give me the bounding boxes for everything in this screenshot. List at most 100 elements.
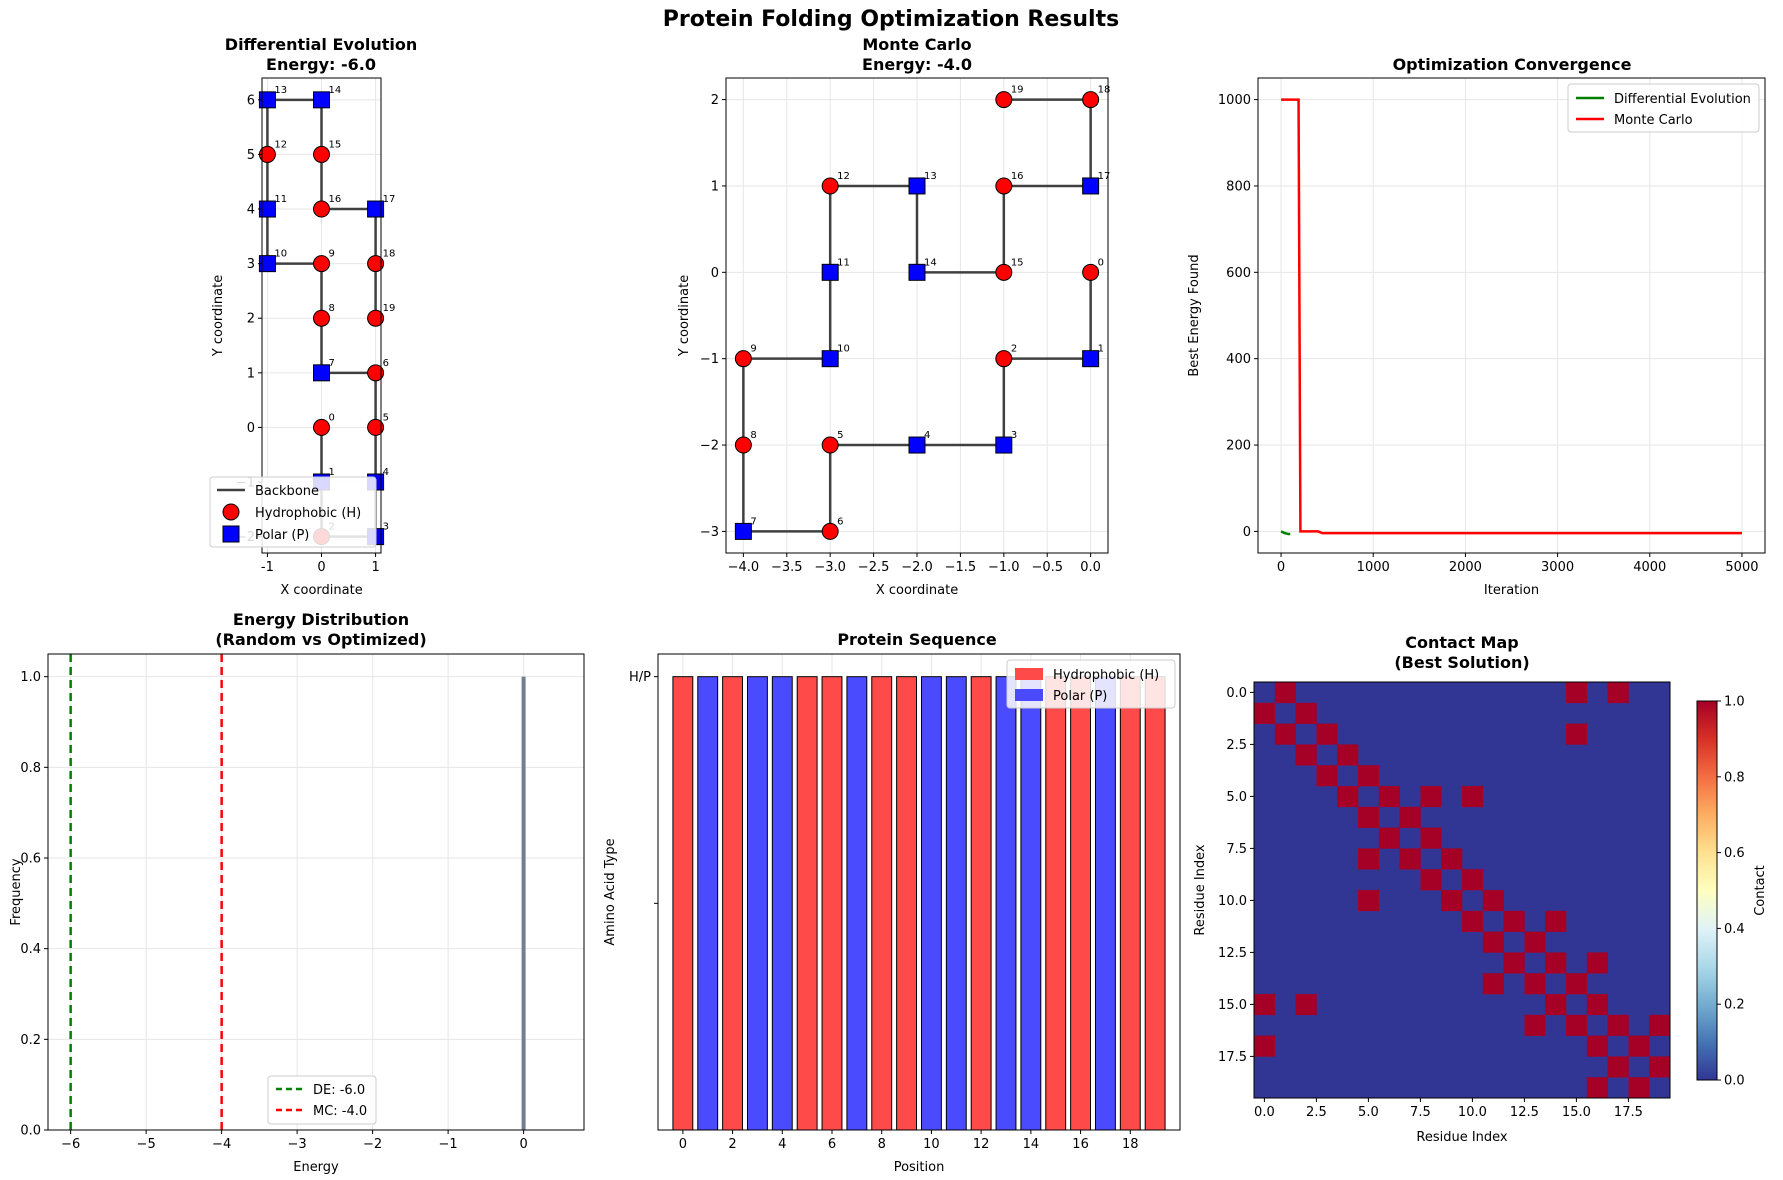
chart-title: Protein Sequence	[837, 630, 997, 649]
residue-index-label: 14	[924, 257, 937, 268]
hydrophobic-residue	[995, 177, 1013, 195]
y-tick-label: 7.5	[1226, 842, 1247, 857]
x-tick-label: −2	[363, 1137, 382, 1152]
backbone-line	[742, 98, 1092, 533]
x-tick-label: 0.0	[1080, 560, 1101, 575]
contact-cell	[1420, 786, 1442, 808]
y-tick-label: H/P	[629, 670, 651, 685]
x-axis-label: Position	[894, 1160, 945, 1175]
contact-cell	[1337, 786, 1359, 808]
hydrophobic-residue	[1082, 263, 1100, 281]
y-tick-label: 1	[247, 366, 255, 381]
polar-bar	[1020, 676, 1042, 1131]
x-tick-label: −2.5	[858, 560, 890, 575]
hydrophobic-residue	[821, 177, 839, 195]
residue-index-label: 9	[329, 249, 335, 260]
y-axis-label: Amino Acid Type	[603, 838, 618, 945]
contact-cell	[1295, 994, 1317, 1016]
contact-cell	[1462, 910, 1484, 932]
y-axis-label: Best Energy Found	[1187, 254, 1202, 376]
residue-index-label: 3	[1011, 430, 1017, 441]
contact-cell	[1566, 723, 1588, 745]
de-convergence-line	[1280, 530, 1291, 536]
residue-index-label: 10	[837, 344, 850, 355]
x-tick-label: 0	[519, 1137, 527, 1152]
legend-box	[209, 476, 377, 548]
legend-label: MC: -4.0	[313, 1104, 367, 1119]
polar-residue	[908, 177, 926, 195]
x-tick-label: 16	[1072, 1137, 1089, 1152]
polar-bar	[697, 676, 719, 1131]
colorbar-tick-label: 0.2	[1724, 998, 1745, 1013]
y-tick-label: 10.0	[1218, 894, 1247, 909]
colorbar-tick-label: 1.0	[1724, 695, 1745, 710]
x-tick-label: −5	[137, 1137, 156, 1152]
contact-cell	[1295, 744, 1317, 766]
x-tick-label: 10.0	[1458, 1105, 1487, 1120]
residue-index-label: 4	[383, 467, 389, 478]
hydrophobic-bar	[821, 676, 843, 1131]
residue-index-label: 7	[329, 358, 335, 369]
x-tick-label: −3.5	[771, 560, 803, 575]
residue-index-label: 12	[837, 171, 850, 182]
y-tick-label: 0.0	[1226, 686, 1247, 701]
x-tick-label: 12	[973, 1137, 990, 1152]
contact-cell	[1254, 1035, 1276, 1057]
colorbar-tick-label: 0.6	[1724, 846, 1745, 861]
contact-cell	[1274, 723, 1296, 745]
figure-suptitle: Protein Folding Optimization Results	[663, 7, 1119, 32]
polar-bar	[846, 676, 868, 1131]
hydrophobic-bar	[1070, 676, 1092, 1131]
x-tick-label: 10	[923, 1137, 940, 1152]
residue-index-label: 3	[383, 522, 389, 533]
hydrophobic-residue	[313, 418, 330, 436]
x-tick-label: 1	[371, 560, 379, 575]
x-tick-label: 6	[828, 1137, 836, 1152]
contact-cell	[1358, 765, 1380, 787]
x-tick-label: 17.5	[1614, 1105, 1643, 1120]
contact-cell	[1503, 910, 1525, 932]
x-tick-label: 0	[317, 560, 325, 575]
hydrophobic-bar	[1119, 676, 1141, 1131]
y-tick-label: 2	[711, 93, 719, 108]
residue-index-label: 8	[329, 303, 335, 314]
axes-frame	[47, 653, 585, 1131]
x-tick-label: 15.0	[1562, 1105, 1591, 1120]
polar-bar	[945, 676, 967, 1131]
hydrophobic-residue	[313, 309, 330, 327]
polar-residue	[1082, 177, 1100, 195]
random-energy-bar	[521, 676, 526, 1130]
x-tick-label: 5000	[1725, 560, 1758, 575]
colorbar-tick-label: 0.0	[1724, 1074, 1745, 1089]
residue-index-label: 0	[1098, 257, 1104, 268]
contact-cell	[1316, 723, 1338, 745]
hydrophobic-bar	[1045, 676, 1067, 1131]
residue-index-label: 6	[383, 358, 389, 369]
contact-cell	[1337, 744, 1359, 766]
contact-cell	[1482, 973, 1504, 995]
contact-cell	[1628, 1035, 1650, 1057]
contact-cell	[1378, 786, 1400, 808]
y-tick-label: 2.5	[1226, 738, 1247, 753]
contact-cell	[1462, 869, 1484, 891]
contact-cell	[1295, 702, 1317, 724]
legend-label: Polar (P)	[1053, 689, 1107, 704]
y-tick-label: 3	[247, 257, 255, 272]
residue-index-label: 17	[383, 194, 396, 205]
mc-convergence-line	[1281, 98, 1742, 535]
x-tick-label: 2	[728, 1137, 736, 1152]
y-tick-label: 600	[1226, 266, 1251, 281]
chart-subtitle: Energy: -4.0	[862, 55, 972, 74]
polar-residue	[367, 200, 385, 218]
hydrophobic-residue	[1082, 91, 1100, 109]
legend-label: Monte Carlo	[1614, 113, 1693, 128]
residue-index-label: 0	[329, 412, 335, 423]
hydrophobic-residue	[821, 522, 839, 540]
x-tick-label: -1	[261, 560, 274, 575]
y-tick-label: 1.0	[20, 670, 41, 685]
x-axis-label: X coordinate	[876, 583, 958, 598]
residue-index-label: 4	[924, 430, 930, 441]
contact-cell	[1649, 1056, 1671, 1078]
y-tick-label: 1000	[1218, 93, 1251, 108]
residue-index-label: 7	[750, 516, 756, 527]
